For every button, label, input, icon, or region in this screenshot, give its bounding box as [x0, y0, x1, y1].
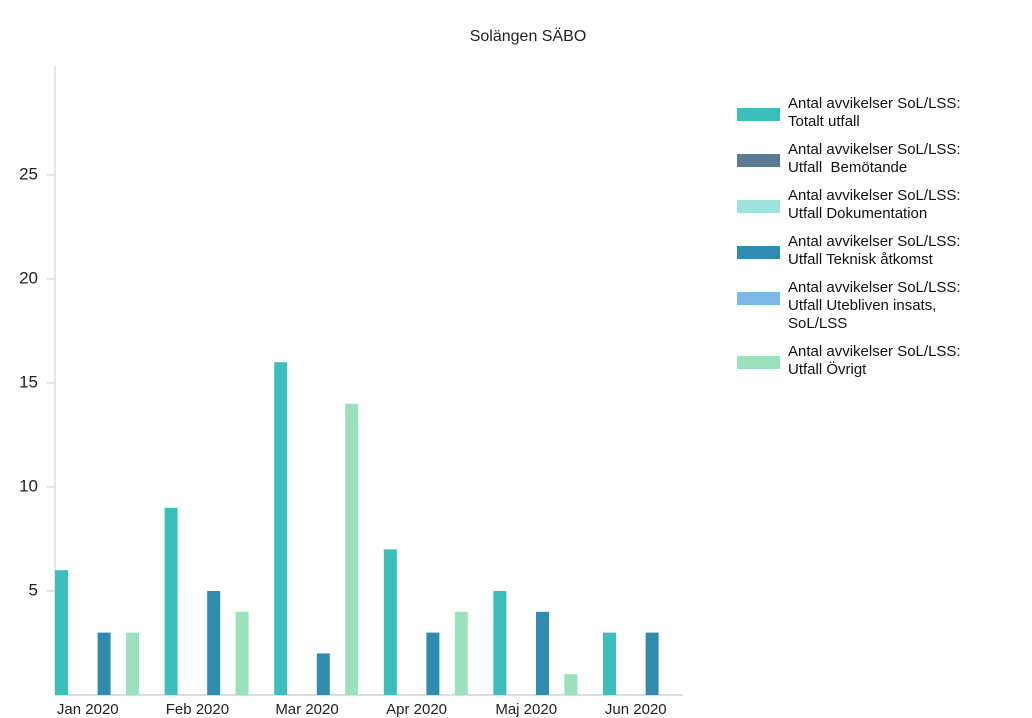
- legend-label: Antal avvikelser SoL/LSS: Utfall Utebliv…: [788, 279, 965, 332]
- bar: [645, 632, 659, 695]
- bar: [55, 570, 68, 695]
- legend-swatch: [737, 108, 780, 121]
- bar: [316, 653, 330, 695]
- x-tick-label: Feb 2020: [166, 701, 229, 718]
- legend-label: Antal avvikelser SoL/LSS: Totalt utfall: [788, 95, 965, 130]
- bar: [454, 611, 468, 695]
- y-tick-label: 20: [19, 268, 38, 287]
- bar: [564, 674, 578, 695]
- legend-swatch: [737, 292, 780, 305]
- bar: [536, 611, 549, 695]
- bar: [126, 632, 139, 695]
- y-tick-label: 15: [19, 372, 38, 391]
- bar: [603, 632, 616, 695]
- legend-swatch: [737, 154, 780, 167]
- bar: [274, 362, 288, 695]
- x-tick-label: Maj 2020: [495, 701, 557, 718]
- legend: Antal avvikelser SoL/LSS: Totalt utfall A…: [737, 95, 1027, 389]
- y-tick-label: 10: [19, 476, 38, 495]
- legend-swatch: [737, 356, 780, 369]
- legend-label: Antal avvikelser SoL/LSS: Utfall Övrigt: [788, 343, 965, 378]
- legend-entry: Antal avvikelser SoL/LSS: Utfall Övrigt: [737, 343, 1027, 379]
- bar: [493, 591, 507, 695]
- x-tick-label: Jun 2020: [605, 701, 667, 718]
- bar: [164, 507, 178, 695]
- bar: [207, 591, 221, 695]
- legend-swatch: [737, 200, 780, 213]
- bar: [97, 632, 111, 695]
- legend-entry: Antal avvikelser SoL/LSS: Utfall Dokumen…: [737, 187, 1027, 223]
- legend-entry: Antal avvikelser SoL/LSS: Utfall Teknisk…: [737, 233, 1027, 269]
- legend-label: Antal avvikelser SoL/LSS: Utfall Teknisk…: [788, 233, 965, 268]
- legend-entry: Antal avvikelser SoL/LSS: Totalt utfall: [737, 95, 1027, 131]
- legend-swatch: [737, 246, 780, 259]
- chart-title: Solängen SÄBO: [470, 27, 587, 45]
- bar: [235, 611, 249, 695]
- x-tick-label: Mar 2020: [275, 701, 338, 718]
- y-tick-label: 25: [19, 164, 38, 183]
- legend-label: Antal avvikelser SoL/LSS: Utfall Dokumen…: [788, 187, 965, 222]
- legend-label: Antal avvikelser SoL/LSS: Utfall Bemötan…: [788, 141, 965, 176]
- x-tick-label: Apr 2020: [386, 701, 447, 718]
- legend-entry: Antal avvikelser SoL/LSS: Utfall Bemötan…: [737, 141, 1027, 177]
- legend-entry: Antal avvikelser SoL/LSS: Utfall Utebliv…: [737, 279, 1027, 333]
- bar: [383, 549, 397, 695]
- y-tick-label: 5: [29, 580, 38, 599]
- bar: [345, 403, 359, 695]
- x-tick-label: Jan 2020: [57, 701, 119, 718]
- bar: [426, 632, 440, 695]
